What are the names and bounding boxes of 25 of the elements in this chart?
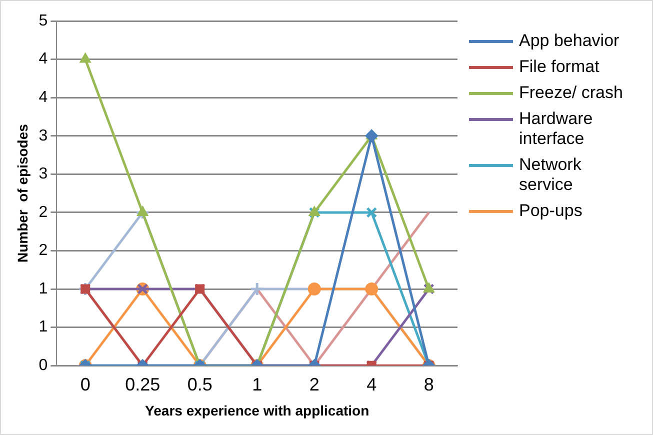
y-tick-label: 4 (38, 50, 48, 68)
x-axis-title: Years experience with application (145, 402, 370, 418)
x-tick-label: 4 (366, 374, 377, 394)
x-tick-label: 0 (80, 374, 90, 394)
x-tick-label: 0.5 (187, 374, 212, 394)
x-tick-label: 1 (252, 374, 262, 394)
x-tick-label: 2 (309, 374, 320, 394)
y-tick-label: 3 (38, 127, 48, 144)
y-tick-label: 3 (38, 166, 48, 183)
legend-label: File format (519, 57, 600, 77)
y-tick-label: 1 (38, 318, 48, 336)
legend-label: Freeze/ crash (519, 83, 624, 103)
legend-label: Pop-ups (519, 201, 584, 221)
legend-label: Hardware interface (519, 109, 594, 149)
x-tick-label: 0.25 (125, 374, 160, 394)
x-tick-label: 8 (424, 374, 434, 394)
legend-label: App behavior (519, 31, 620, 51)
y-tick-label: 1 (38, 280, 48, 298)
y-tick-label: 2 (38, 242, 48, 260)
y-tick-label: 4 (38, 88, 48, 106)
y-tick-label: 5 (38, 12, 48, 30)
legend-label: Network service (519, 155, 582, 195)
y-tick-label: 0 (38, 357, 48, 374)
y-axis-title: Number of episodes (14, 124, 30, 263)
y-tick-label: 2 (38, 204, 48, 221)
